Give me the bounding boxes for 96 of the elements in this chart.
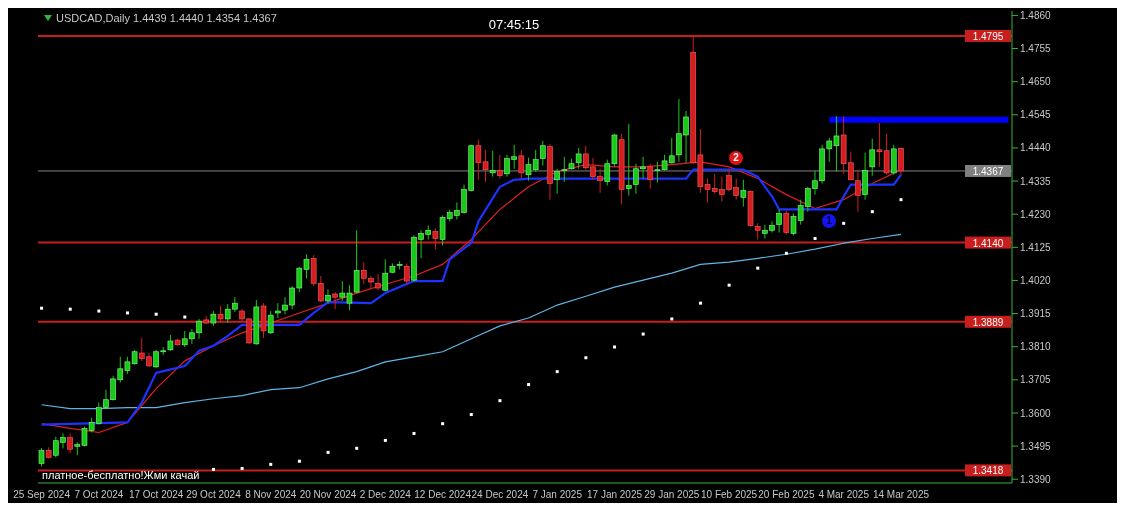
ref-line-label: 1.4795 xyxy=(972,30,1004,42)
point xyxy=(899,198,903,202)
y-tick-label: 1.4755 xyxy=(1020,43,1052,55)
candlestick xyxy=(740,179,747,208)
x-tick-label: 20 Nov 2024 xyxy=(299,489,357,501)
point xyxy=(641,332,645,336)
x-tick-label: 17 Jan 2025 xyxy=(586,489,643,501)
chart-title: USDCAD,Daily 1.4439 1.4440 1.4354 1.4367 xyxy=(56,12,277,24)
y-tick-label: 1.3495 xyxy=(1020,440,1052,452)
annotation: 1 xyxy=(826,215,832,226)
y-tick-label: 1.4440 xyxy=(1020,142,1052,154)
point xyxy=(126,311,130,315)
x-tick-label: 17 Oct 2024 xyxy=(128,489,184,501)
candlestick xyxy=(554,168,560,195)
x-tick-label: 25 Sep 2024 xyxy=(13,489,71,501)
x-tick-label: 14 Mar 2025 xyxy=(872,489,930,501)
candlestick xyxy=(898,147,904,176)
candlestick xyxy=(267,310,274,335)
y-tick-label: 1.4230 xyxy=(1020,208,1052,220)
x-tick-label: 8 Nov 2024 xyxy=(245,489,297,501)
candlestick xyxy=(375,273,381,291)
x-tick-label: 2 Dec 2024 xyxy=(359,489,412,501)
point xyxy=(469,413,473,417)
point xyxy=(498,399,502,403)
candlestick xyxy=(647,163,654,190)
point xyxy=(97,309,101,313)
annotation: 2 xyxy=(733,152,739,163)
point xyxy=(870,210,874,214)
candlestick xyxy=(332,291,338,310)
x-tick-label: 10 Feb 2025 xyxy=(701,489,758,501)
point xyxy=(842,221,846,225)
y-tick-label: 1.4650 xyxy=(1020,76,1052,88)
candlestick xyxy=(518,149,525,180)
x-tick-label: 29 Oct 2024 xyxy=(186,489,242,501)
point xyxy=(584,356,588,360)
y-tick-label: 1.4125 xyxy=(1020,241,1052,253)
y-tick-label: 1.3705 xyxy=(1020,374,1052,386)
candlestick xyxy=(625,123,632,197)
candlestick xyxy=(783,209,790,235)
x-tick-label: 24 Dec 2024 xyxy=(471,489,529,501)
y-tick-label: 1.4545 xyxy=(1020,109,1052,121)
point xyxy=(68,307,72,311)
point xyxy=(240,466,244,470)
y-tick-label: 1.4860 xyxy=(1020,9,1052,21)
point xyxy=(698,301,702,305)
point xyxy=(326,450,330,454)
annotation: 07:45:15 xyxy=(488,17,540,32)
x-tick-label: 4 Mar 2025 xyxy=(818,489,870,501)
candlestick xyxy=(869,138,876,177)
point xyxy=(40,306,44,310)
point xyxy=(297,459,301,463)
candlestick xyxy=(575,147,582,170)
point xyxy=(355,446,359,450)
x-tick-label: 20 Feb 2025 xyxy=(758,489,815,501)
point xyxy=(211,467,215,471)
y-tick-label: 1.3810 xyxy=(1020,341,1052,353)
candlestick xyxy=(855,169,861,213)
ref-line-label: 1.3418 xyxy=(972,465,1004,477)
candlestick xyxy=(890,144,897,176)
candlestick xyxy=(67,432,73,454)
ref-line-label: 1.4367 xyxy=(972,165,1004,177)
x-tick-label: 29 Jan 2025 xyxy=(644,489,700,501)
point xyxy=(784,251,788,255)
point xyxy=(412,431,416,435)
candlestick xyxy=(489,150,496,178)
x-tick-label: 7 Jan 2025 xyxy=(532,489,583,501)
point xyxy=(154,312,158,316)
annotation: платное-бесплатно!Жми качай xyxy=(42,469,200,481)
point xyxy=(727,283,731,287)
point xyxy=(670,317,674,321)
candlestick xyxy=(776,208,782,233)
y-tick-label: 1.4020 xyxy=(1020,274,1052,286)
x-tick-label: 12 Dec 2024 xyxy=(414,489,472,501)
ref-line-label: 1.3889 xyxy=(972,316,1004,328)
candlestick xyxy=(325,288,331,304)
point xyxy=(813,236,817,240)
candlestick xyxy=(382,258,389,292)
candlestick xyxy=(540,140,546,167)
candlestick xyxy=(561,156,568,183)
x-tick-label: 7 Oct 2024 xyxy=(74,489,124,501)
y-tick-label: 1.3390 xyxy=(1020,473,1052,485)
point xyxy=(441,422,445,426)
point xyxy=(383,438,387,442)
candlestick xyxy=(403,262,410,285)
point xyxy=(269,462,273,466)
point xyxy=(756,266,760,270)
ref-line-label: 1.4140 xyxy=(972,237,1004,249)
point xyxy=(555,370,559,374)
point xyxy=(527,383,531,387)
y-tick-label: 1.3915 xyxy=(1020,308,1052,320)
point xyxy=(613,345,617,349)
candlestick xyxy=(862,152,868,201)
y-tick-label: 1.3600 xyxy=(1020,407,1052,419)
point xyxy=(183,315,187,319)
candlestick xyxy=(497,154,503,180)
y-tick-label: 1.4335 xyxy=(1020,175,1052,187)
